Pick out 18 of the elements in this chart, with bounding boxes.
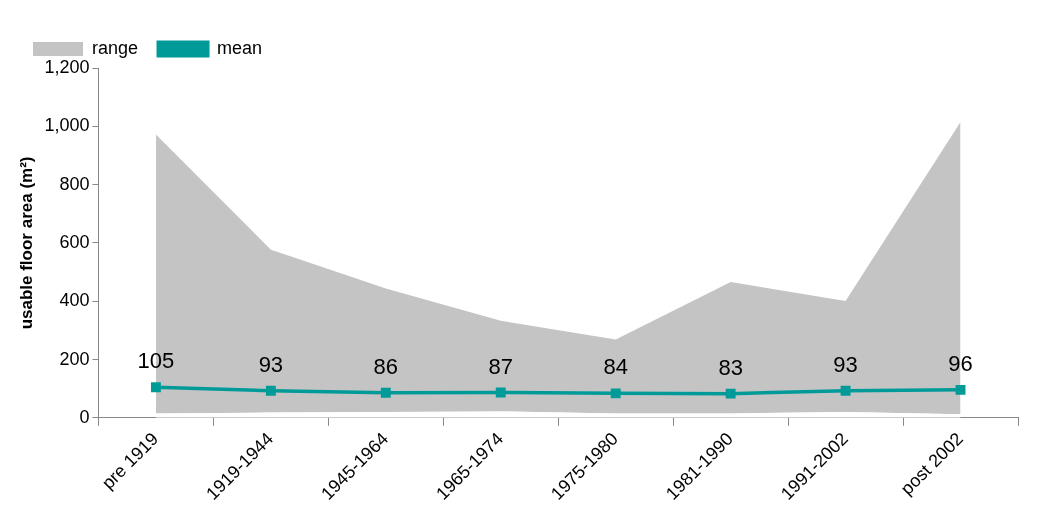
data-label: 86 (373, 353, 399, 379)
data-label: 96 (948, 350, 973, 376)
y-tick-label: 400 (59, 290, 90, 311)
data-label: 93 (833, 351, 858, 377)
data-label: 105 (137, 348, 175, 374)
data-label: 84 (603, 354, 628, 380)
y-tick-label: 0 (79, 406, 90, 427)
y-tick-label: 1,000 (44, 115, 90, 136)
data-label: 87 (488, 353, 513, 379)
data-label: 93 (258, 351, 284, 377)
y-tick-label: 600 (59, 231, 90, 252)
legend-label: mean (217, 37, 263, 58)
data-label: 83 (718, 354, 743, 380)
y-axis-title: usable floor area (m²) (16, 156, 36, 330)
y-tick-label: 800 (59, 173, 90, 194)
y-tick-label: 200 (59, 348, 90, 369)
y-tick-label: 1,200 (44, 56, 90, 77)
legend-label: range (92, 37, 139, 58)
